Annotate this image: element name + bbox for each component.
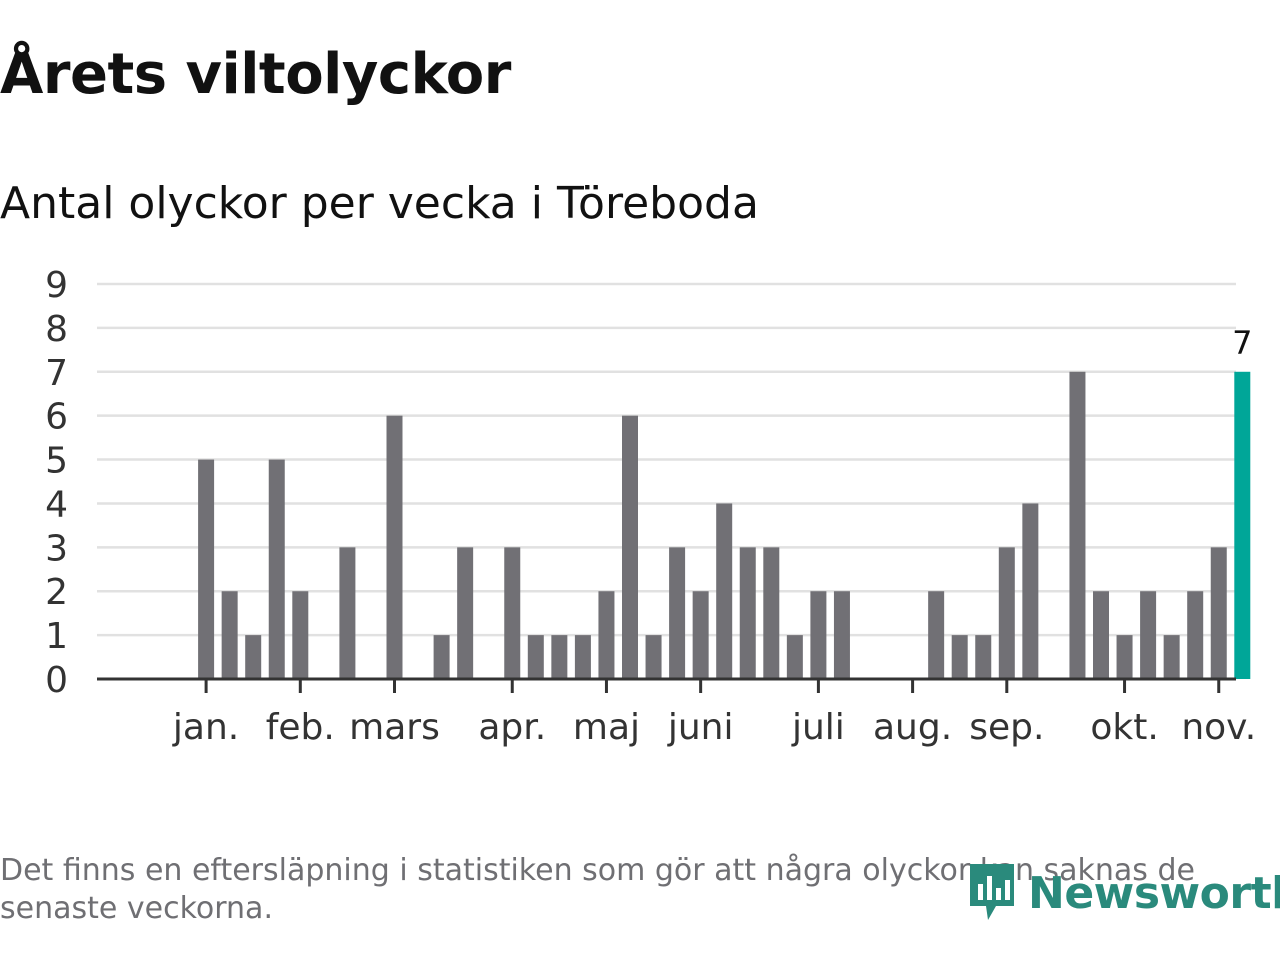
- y-tick-label: 9: [45, 265, 68, 306]
- bar: [504, 547, 521, 679]
- x-tick-label: jan.: [172, 707, 239, 748]
- chart-subtitle: Antal olyckor per vecka i Töreboda: [0, 178, 759, 229]
- bar: [622, 415, 638, 679]
- data-label: 7: [1232, 324, 1252, 362]
- bar: [198, 459, 215, 679]
- bar: [810, 591, 827, 679]
- bar: [1210, 547, 1227, 679]
- bar: [1163, 635, 1180, 679]
- bar: [551, 635, 568, 679]
- bar: [245, 635, 262, 679]
- bar: [739, 547, 756, 679]
- bar: [975, 635, 992, 679]
- bar: [1140, 591, 1157, 679]
- y-tick-label: 7: [45, 353, 68, 394]
- x-tick-label: aug.: [873, 707, 952, 748]
- bar-highlight: [1234, 371, 1251, 679]
- bar: [386, 415, 403, 679]
- bar: [645, 635, 662, 679]
- bar: [716, 503, 733, 679]
- y-tick-label: 5: [45, 441, 68, 482]
- bar: [574, 635, 591, 679]
- bar: [1069, 371, 1086, 679]
- y-tick-label: 4: [45, 484, 68, 525]
- bar: [339, 547, 356, 679]
- y-tick-label: 3: [45, 528, 68, 569]
- bar: [527, 635, 544, 679]
- bar: [292, 591, 309, 679]
- bar: [692, 591, 709, 679]
- bar: [998, 547, 1015, 679]
- bar: [786, 635, 803, 679]
- x-tick-label: juli: [791, 707, 845, 748]
- bar: [928, 591, 945, 679]
- bar: [268, 459, 285, 679]
- x-tick-label: maj: [573, 707, 640, 748]
- bar: [833, 591, 850, 679]
- bar: [1093, 591, 1109, 679]
- x-tick-label: okt.: [1090, 707, 1158, 748]
- newsworthy-logo-icon: [970, 864, 1014, 920]
- y-tick-label: 6: [45, 397, 68, 438]
- x-tick-label: feb.: [266, 707, 335, 748]
- bar: [1116, 635, 1133, 679]
- bar: [457, 547, 474, 679]
- y-tick-label: 2: [45, 572, 68, 613]
- y-tick-label: 1: [45, 616, 68, 657]
- page-title: Årets viltolyckor: [0, 42, 511, 107]
- brand-name: Newsworthy: [1028, 867, 1280, 919]
- bar: [433, 635, 450, 679]
- bar: [763, 547, 780, 679]
- bar: [598, 591, 615, 679]
- x-tick-label: nov.: [1181, 707, 1256, 748]
- x-tick-label: sep.: [969, 707, 1044, 748]
- x-tick-label: mars: [349, 707, 440, 748]
- x-tick-label: apr.: [478, 707, 546, 748]
- bar: [1022, 503, 1039, 679]
- bar: [221, 591, 238, 679]
- brand-logo: Newsworthy: [966, 862, 1280, 924]
- bar: [951, 635, 968, 679]
- y-tick-label: 0: [45, 660, 68, 701]
- y-tick-label: 8: [45, 309, 68, 350]
- x-tick-label: juni: [667, 707, 734, 748]
- bar: [669, 547, 686, 679]
- bar: [1187, 591, 1204, 679]
